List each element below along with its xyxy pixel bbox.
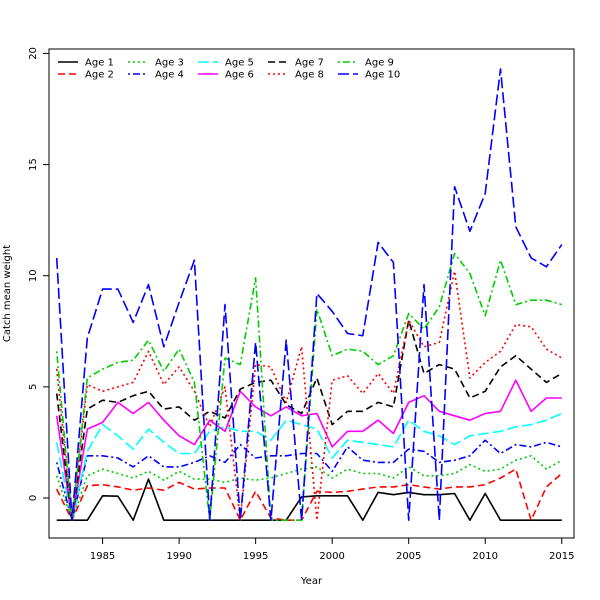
y-tick-label: 0 [28,495,39,501]
series-layer [55,68,563,522]
x-axis: 1985 1990 1995 2000 2005 2010 2015 [90,538,574,562]
legend-label-age-7: Age 7 [295,58,324,69]
series-line-age-8 [55,270,563,522]
series-line-age-3 [55,454,563,522]
legend-label-age-5: Age 5 [225,58,254,69]
plot-frame [48,48,575,539]
y-tick-label: 15 [28,158,39,171]
y-tick-label: 10 [28,269,39,282]
legend-label-age-3: Age 3 [155,58,184,69]
series-line-age-1 [56,478,562,522]
series-line-age-2 [55,468,563,522]
y-tick-label: 5 [28,384,39,390]
x-tick-label: 2015 [549,551,574,562]
legend-label-age-8: Age 8 [295,70,324,81]
series-line-age-10 [55,68,563,522]
x-tick-label: 1990 [166,551,191,562]
y-axis: 0 5 10 15 20 [28,47,49,501]
series-line-age-9 [55,252,563,522]
legend-label-age-9: Age 9 [365,58,394,69]
x-tick-label: 2010 [472,551,497,562]
legend-label-age-10: Age 10 [365,70,400,81]
x-axis-title: Year [300,576,323,587]
x-tick-label: 2005 [396,551,421,562]
legend-label-age-4: Age 4 [155,70,184,81]
x-tick-label: 2000 [319,551,344,562]
series-line-age-4 [55,439,563,522]
x-tick-label: 1985 [90,551,115,562]
y-tick-label: 20 [28,47,39,60]
legend-label-age-2: Age 2 [85,70,114,81]
series-line-age-5 [55,412,563,522]
legend-label-age-1: Age 1 [85,58,114,69]
y-axis-title: Catch mean weight [2,245,13,342]
legend-label-age-6: Age 6 [225,70,254,81]
x-tick-label: 1995 [243,551,268,562]
